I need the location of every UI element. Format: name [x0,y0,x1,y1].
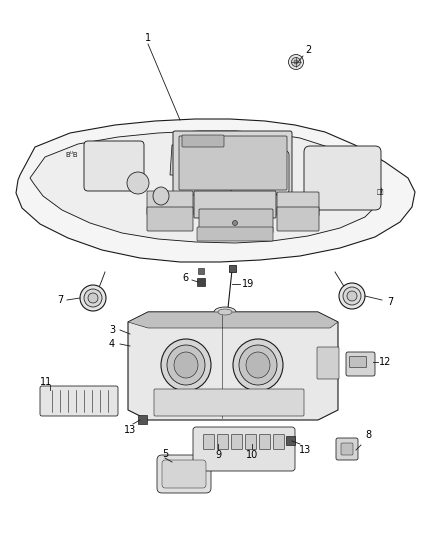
FancyBboxPatch shape [304,146,381,210]
FancyBboxPatch shape [246,434,257,449]
Ellipse shape [294,60,298,64]
FancyBboxPatch shape [341,443,353,455]
Text: 2: 2 [305,45,311,55]
Ellipse shape [88,293,98,303]
FancyBboxPatch shape [147,207,193,231]
Text: 3: 3 [109,325,115,335]
FancyBboxPatch shape [277,192,319,216]
Text: 13: 13 [299,445,311,455]
Text: 12: 12 [379,357,391,367]
Ellipse shape [239,345,277,385]
FancyBboxPatch shape [218,434,229,449]
Text: 6: 6 [182,273,188,283]
FancyBboxPatch shape [231,151,289,194]
FancyBboxPatch shape [194,191,276,218]
Polygon shape [30,131,382,243]
FancyBboxPatch shape [286,436,295,445]
FancyBboxPatch shape [259,434,271,449]
FancyBboxPatch shape [232,434,243,449]
Text: 11: 11 [40,377,52,387]
Ellipse shape [167,345,205,385]
Ellipse shape [233,339,283,391]
Text: 7: 7 [387,297,393,307]
FancyBboxPatch shape [84,141,144,191]
FancyBboxPatch shape [277,207,319,231]
FancyBboxPatch shape [204,434,215,449]
Ellipse shape [292,58,300,67]
Text: 4: 4 [109,339,115,349]
FancyBboxPatch shape [162,460,206,488]
FancyBboxPatch shape [336,438,358,460]
Text: BᵁB: BᵁB [66,152,78,158]
Ellipse shape [343,287,361,305]
Text: ⭕⭕: ⭕⭕ [376,189,384,195]
Polygon shape [16,119,415,262]
Ellipse shape [161,339,211,391]
Text: 10: 10 [246,450,258,460]
Text: 7: 7 [57,295,63,305]
Text: 8: 8 [365,430,371,440]
FancyBboxPatch shape [317,347,339,379]
FancyBboxPatch shape [40,386,118,416]
Ellipse shape [347,291,357,301]
Text: 9: 9 [215,450,221,460]
Ellipse shape [153,187,169,205]
Ellipse shape [214,307,236,317]
Ellipse shape [233,221,237,225]
Ellipse shape [246,352,270,378]
FancyBboxPatch shape [193,427,295,471]
Polygon shape [170,145,180,175]
Text: 13: 13 [124,425,136,435]
Text: 1: 1 [145,33,151,43]
FancyBboxPatch shape [147,191,193,215]
FancyBboxPatch shape [197,227,273,241]
FancyBboxPatch shape [154,389,304,416]
FancyBboxPatch shape [199,209,273,233]
FancyBboxPatch shape [179,136,287,190]
FancyBboxPatch shape [157,455,211,493]
Ellipse shape [218,309,232,315]
Polygon shape [128,312,338,328]
FancyBboxPatch shape [182,135,224,147]
Ellipse shape [84,289,102,307]
FancyBboxPatch shape [346,352,375,376]
FancyBboxPatch shape [138,415,147,424]
FancyBboxPatch shape [229,265,236,272]
Ellipse shape [289,54,304,69]
Text: 5: 5 [162,449,168,459]
Text: 19: 19 [242,279,254,289]
Polygon shape [128,312,338,420]
FancyBboxPatch shape [198,268,204,274]
Ellipse shape [80,285,106,311]
Ellipse shape [174,352,198,378]
Ellipse shape [127,172,149,194]
FancyBboxPatch shape [197,278,205,286]
FancyBboxPatch shape [350,357,367,367]
FancyBboxPatch shape [273,434,285,449]
FancyBboxPatch shape [173,131,292,195]
Ellipse shape [339,283,365,309]
